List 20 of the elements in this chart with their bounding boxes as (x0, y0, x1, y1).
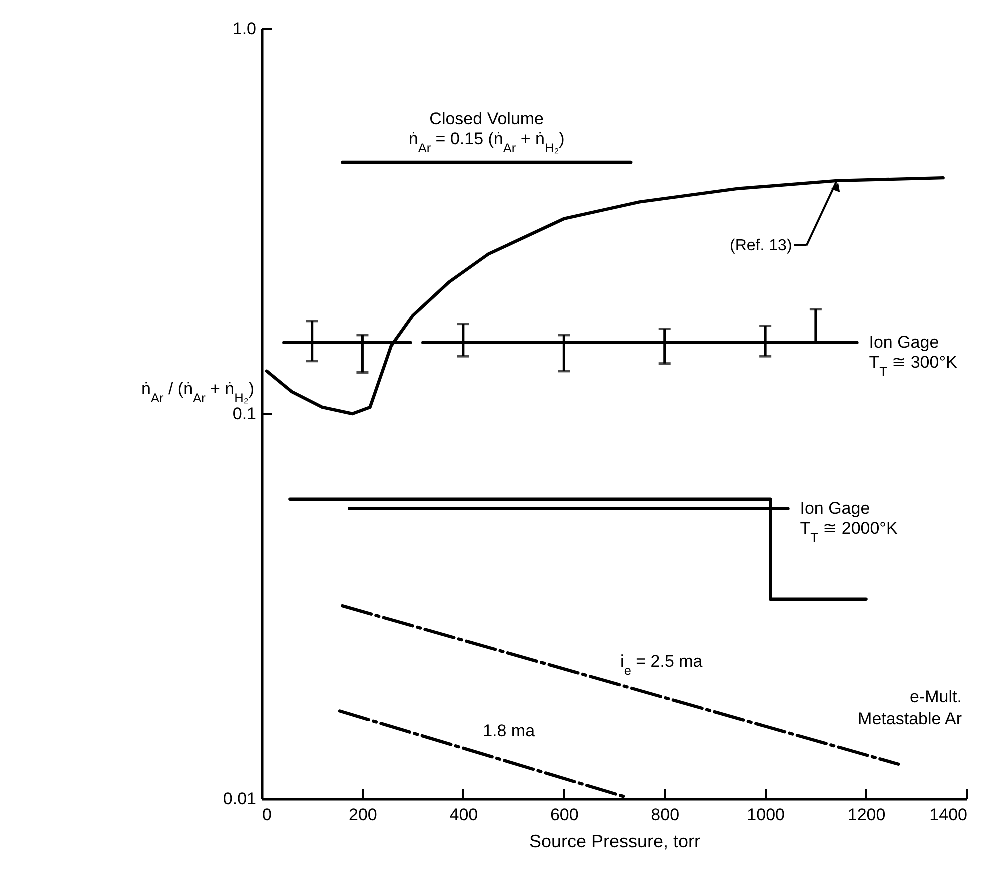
series-label: 1.8 ma (483, 721, 536, 740)
series-label: Ion Gage T$_{T}$ ≅ 300°K (869, 332, 958, 378)
y-tick-label: 1.0 (232, 20, 256, 38)
x-tick-label: 1400 (930, 806, 968, 824)
series-label: Ion Gage T$_{T}$ ≅ 2000°K (800, 498, 898, 544)
annotation: e-Mult. Metastable Ar (858, 688, 962, 729)
annotation: (Ref. 13) (730, 237, 792, 254)
y-tick-label: 0.01 (223, 790, 256, 808)
x-tick-label: 600 (550, 806, 579, 824)
x-axis-title: Source Pressure, torr (529, 832, 701, 852)
series-label: i$_{e}$ = 2.5 ma (620, 652, 704, 678)
x-tick-label: 1000 (747, 806, 785, 824)
series-label: Closed Volume ṅ$_{Ar}$ = 0.15 (ṅ$_{Ar}$ + ṅ$_{H₂}$) (408, 110, 565, 156)
y-axis-title: ṅ$_{Ar}$ / (ṅ$_{Ar}$ + ṅ$_{H₂}$) (142, 380, 254, 405)
y-tick-label: 0.1 (232, 404, 256, 424)
x-tick-label: 0 (262, 806, 272, 824)
x-tick-label: 200 (349, 806, 378, 824)
x-tick-label: 400 (450, 806, 478, 824)
x-tick-label: 800 (651, 806, 680, 824)
x-tick-label: 1200 (848, 806, 886, 824)
